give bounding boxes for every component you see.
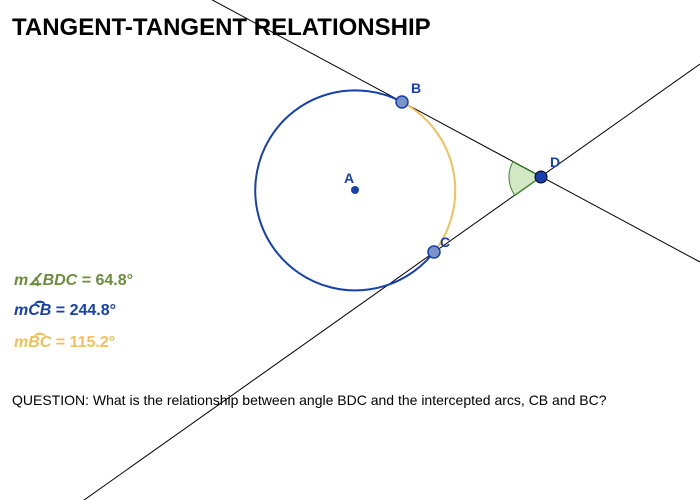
label-b: B <box>411 80 421 96</box>
geometry-canvas <box>0 0 700 500</box>
tangent-line-2 <box>70 64 700 500</box>
point-b[interactable] <box>396 96 408 108</box>
point-a <box>351 186 359 194</box>
point-c[interactable] <box>428 246 440 258</box>
point-d[interactable] <box>535 171 547 183</box>
question-text: QUESTION: What is the relationship betwe… <box>12 392 607 408</box>
page-title: TANGENT-TANGENT RELATIONSHIP <box>12 14 431 42</box>
angle-bdc-label: m∡BDC = 64.8° <box>14 270 133 290</box>
arc-cb-label: mCB = 244.8° <box>14 302 116 320</box>
minor-arc-bc <box>402 102 455 252</box>
label-a: A <box>344 170 354 186</box>
label-d: D <box>550 154 560 170</box>
arc-bc-label: mBC = 115.2° <box>14 334 115 352</box>
label-c: C <box>440 234 450 250</box>
major-arc-cb <box>255 90 434 290</box>
